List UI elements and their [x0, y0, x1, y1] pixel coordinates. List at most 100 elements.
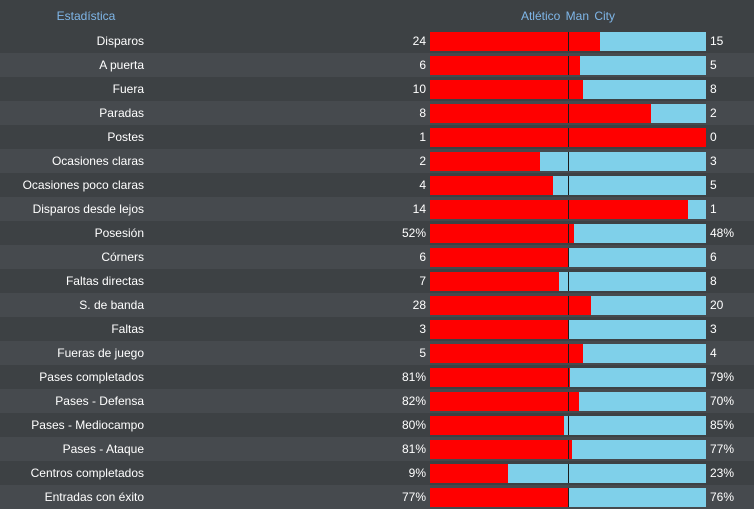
column-header-statistic[interactable]: Estadística [56, 9, 116, 23]
home-share-fill [430, 152, 540, 171]
stat-label: Pases - Ataque [62, 442, 144, 456]
home-share-fill [430, 488, 569, 507]
away-team-name: Man City [565, 9, 616, 23]
comparison-bar [430, 416, 706, 435]
center-divider [568, 488, 569, 507]
stat-label: Pases completados [39, 370, 144, 384]
stat-row: A puerta 6 5 [0, 53, 754, 77]
stat-row: Centros completados 9% 23% [0, 461, 754, 485]
home-value: 81% [401, 442, 426, 456]
stat-label: Disparos [96, 34, 144, 48]
stat-row: Ocasiones claras 2 3 [0, 149, 754, 173]
stat-label: Paradas [99, 106, 144, 120]
comparison-bar [430, 464, 706, 483]
stat-row: Paradas 8 2 [0, 101, 754, 125]
stat-label: Fueras de juego [57, 346, 144, 360]
center-divider [568, 320, 569, 339]
center-divider [568, 368, 569, 387]
home-value: 1 [419, 130, 426, 144]
away-value: 2 [710, 106, 717, 120]
home-value: 81% [401, 370, 426, 384]
home-value: 14 [412, 202, 426, 216]
comparison-bar [430, 248, 706, 267]
away-value: 8 [710, 82, 717, 96]
away-value: 4 [710, 346, 717, 360]
comparison-bar [430, 224, 706, 243]
away-value: 77% [710, 442, 735, 456]
comparison-bar [430, 32, 706, 51]
center-divider [568, 152, 569, 171]
comparison-bar [430, 440, 706, 459]
stat-label: Faltas [111, 322, 144, 336]
home-share-fill [430, 296, 591, 315]
center-divider [568, 80, 569, 99]
stat-label: Ocasiones claras [51, 154, 144, 168]
comparison-bar [430, 320, 706, 339]
center-divider [568, 416, 569, 435]
away-value: 23% [710, 466, 735, 480]
home-value: 6 [419, 250, 426, 264]
stat-label: Centros completados [30, 466, 144, 480]
comparison-bar [430, 272, 706, 291]
home-value: 24 [412, 34, 426, 48]
stat-label: Disparos desde lejos [32, 202, 144, 216]
away-value: 3 [710, 154, 717, 168]
away-value: 1 [710, 202, 717, 216]
comparison-bar [430, 296, 706, 315]
stat-row: Córners 6 6 [0, 245, 754, 269]
center-divider [568, 248, 569, 267]
center-divider [568, 176, 569, 195]
stat-label: Pases - Defensa [55, 394, 144, 408]
home-value: 2 [419, 154, 426, 168]
home-share-fill [430, 440, 572, 459]
center-divider [568, 440, 569, 459]
stat-row: Faltas directas 7 8 [0, 269, 754, 293]
center-divider [568, 104, 569, 123]
stat-label: Ocasiones poco claras [22, 178, 144, 192]
home-share-fill [430, 248, 568, 267]
home-value: 9% [408, 466, 426, 480]
comparison-bar [430, 80, 706, 99]
center-divider [568, 392, 569, 411]
away-value: 0 [710, 130, 717, 144]
stat-label: Córners [101, 250, 144, 264]
home-share-fill [430, 272, 559, 291]
comparison-bar [430, 344, 706, 363]
away-value: 5 [710, 178, 717, 192]
stat-label: A puerta [99, 58, 144, 72]
home-value: 5 [419, 346, 426, 360]
home-value: 10 [412, 82, 426, 96]
away-value: 85% [710, 418, 735, 432]
home-share-fill [430, 392, 579, 411]
center-divider [568, 272, 569, 291]
comparison-bar [430, 488, 706, 507]
home-share-fill [430, 200, 688, 219]
home-share-fill [430, 416, 564, 435]
away-value: 5 [710, 58, 717, 72]
stat-row: Ocasiones poco claras 4 5 [0, 173, 754, 197]
comparison-bar [430, 368, 706, 387]
away-value: 20 [710, 298, 724, 312]
home-team-name: Atlético [520, 9, 561, 23]
home-share-fill [430, 320, 568, 339]
stat-row: Pases - Ataque 81% 77% [0, 437, 754, 461]
stat-row: Entradas con éxito 77% 76% [0, 485, 754, 509]
comparison-bar [430, 392, 706, 411]
home-value: 4 [419, 178, 426, 192]
home-value: 8 [419, 106, 426, 120]
stats-header: Estadística Atlético Man City [0, 6, 754, 26]
comparison-bar [430, 128, 706, 147]
center-divider [568, 200, 569, 219]
away-value: 76% [710, 490, 735, 504]
home-share-fill [430, 176, 553, 195]
away-value: 70% [710, 394, 735, 408]
stat-row: Faltas 3 3 [0, 317, 754, 341]
comparison-bar [430, 152, 706, 171]
center-divider [568, 128, 569, 147]
home-value: 7 [419, 274, 426, 288]
column-header-teams: Atlético Man City [430, 9, 706, 23]
home-value: 3 [419, 322, 426, 336]
home-share-fill [430, 224, 574, 243]
center-divider [568, 464, 569, 483]
comparison-bar [430, 56, 706, 75]
